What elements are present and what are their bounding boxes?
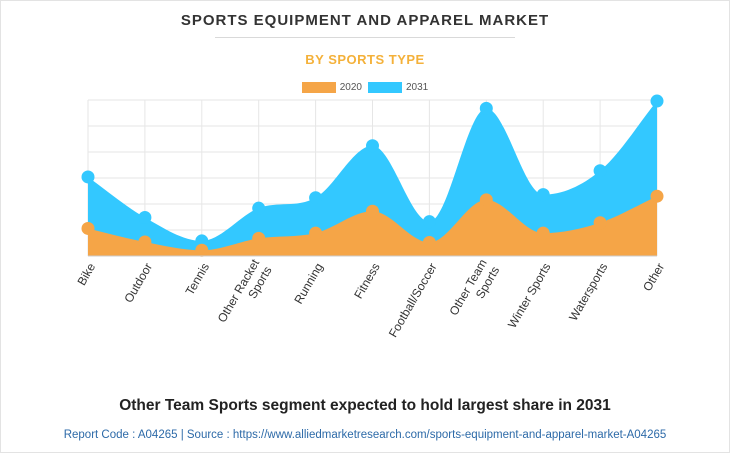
title-divider bbox=[215, 37, 515, 38]
legend-swatch-2031 bbox=[368, 81, 402, 93]
x-tick-label: Running bbox=[291, 261, 325, 307]
x-tick-label: Fitness bbox=[351, 261, 382, 302]
point-2020-Outdoor bbox=[138, 235, 152, 249]
point-2020-Watersports bbox=[593, 216, 607, 230]
x-tick-label: Bike bbox=[74, 260, 98, 287]
chart-headline: Other Team Sports segment expected to ho… bbox=[119, 397, 611, 414]
point-2031-Football/Soccer bbox=[422, 215, 436, 229]
point-2020-Football/Soccer bbox=[422, 235, 436, 249]
x-tick-label: Other bbox=[640, 261, 667, 294]
x-tick-label: Other TeamSports bbox=[446, 257, 502, 325]
legend-label-2031: 2031 bbox=[406, 81, 429, 93]
x-tick-label: Winter Sports bbox=[505, 261, 553, 331]
point-2031-Running bbox=[309, 191, 323, 205]
point-2020-Running bbox=[309, 226, 323, 240]
x-tick-label: Other RacketSports bbox=[215, 256, 275, 332]
point-2031-Fitness bbox=[366, 139, 379, 153]
point-2031-Other Team Sports bbox=[479, 101, 493, 115]
area-series-2020 bbox=[88, 196, 657, 256]
point-2031-Outdoor bbox=[138, 211, 152, 225]
x-tick-label: Football/Soccer bbox=[386, 261, 440, 340]
point-2020-Other bbox=[650, 189, 664, 203]
legend-item-2031[interactable]: 2031 bbox=[368, 81, 429, 93]
point-2020-Other Racket Sports bbox=[252, 231, 266, 245]
point-2031-Bike bbox=[81, 170, 95, 184]
point-2031-Watersports bbox=[593, 164, 607, 178]
chart-subtitle: BY SPORTS TYPE bbox=[305, 52, 425, 67]
legend: 2020 2031 bbox=[0, 80, 730, 94]
point-2020-Bike bbox=[81, 221, 95, 235]
source-footer[interactable]: Report Code : A04265 | Source : https://… bbox=[63, 429, 667, 441]
point-2031-Tennis bbox=[195, 234, 209, 248]
point-2020-Other Team Sports bbox=[479, 193, 493, 207]
x-tick-label: Watersports bbox=[566, 261, 610, 324]
point-2031-Other Racket Sports bbox=[252, 201, 266, 215]
chart-title: SPORTS EQUIPMENT AND APPAREL MARKET bbox=[180, 12, 550, 29]
point-2020-Tennis bbox=[195, 243, 209, 257]
legend-swatch-2020 bbox=[301, 81, 336, 93]
point-2020-Fitness bbox=[366, 204, 379, 218]
point-2031-Other bbox=[650, 94, 664, 108]
legend-label-2020: 2020 bbox=[339, 81, 362, 93]
legend-item-2020[interactable]: 2020 bbox=[301, 81, 362, 93]
point-2031-Winter Sports bbox=[536, 188, 550, 202]
x-tick-label: Outdoor bbox=[121, 261, 155, 306]
point-2020-Winter Sports bbox=[536, 226, 550, 240]
x-tick-label: Tennis bbox=[183, 261, 212, 298]
